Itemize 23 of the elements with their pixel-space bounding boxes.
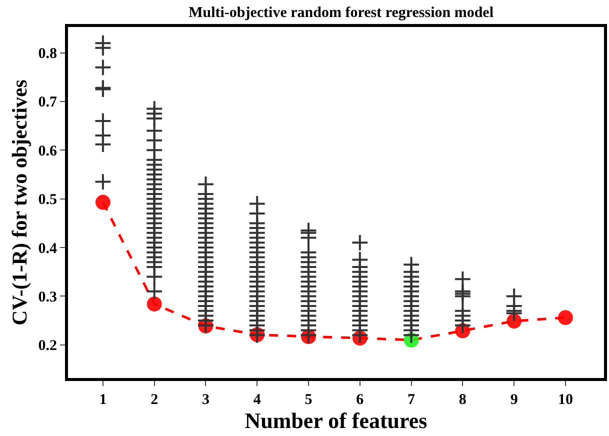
y-tick-label: 0.3: [38, 289, 57, 306]
point: [95, 194, 110, 210]
y-tick-label: 0.6: [38, 143, 58, 160]
x-tick-label: 2: [150, 392, 158, 408]
x-tick-label: 6: [356, 392, 364, 408]
x-tick-label: 5: [304, 392, 312, 408]
point: [558, 310, 573, 326]
y-tick-label: 0.7: [38, 94, 58, 111]
y-axis-title: CV-(1-R) for two objectives: [7, 80, 32, 326]
x-axis-title: Number of features: [244, 408, 428, 433]
x-tick-label: 1: [99, 392, 107, 408]
x-tick-label: 4: [253, 392, 262, 408]
y-tick-label: 0.4: [38, 240, 58, 257]
y-tick-label: 0.5: [38, 192, 57, 208]
x-tick-label: 10: [558, 392, 573, 408]
x-tick-label: 7: [408, 392, 416, 408]
x-tick-label: 8: [458, 392, 466, 408]
y-tick-label: 0.2: [38, 338, 57, 354]
x-tick-label: 3: [202, 392, 210, 408]
x-tick-label: 9: [510, 392, 518, 408]
chart-title: Multi-objective random forest regression model: [188, 5, 494, 22]
y-tick-label: 0.8: [38, 46, 57, 62]
point: [146, 296, 162, 312]
